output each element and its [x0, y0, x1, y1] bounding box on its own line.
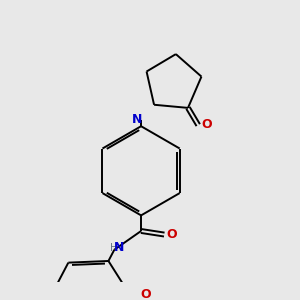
Text: N: N [132, 113, 143, 126]
Text: O: O [140, 288, 151, 300]
Text: O: O [167, 228, 177, 241]
Text: N: N [114, 242, 124, 254]
Text: H: H [110, 243, 117, 253]
Text: O: O [201, 118, 211, 131]
